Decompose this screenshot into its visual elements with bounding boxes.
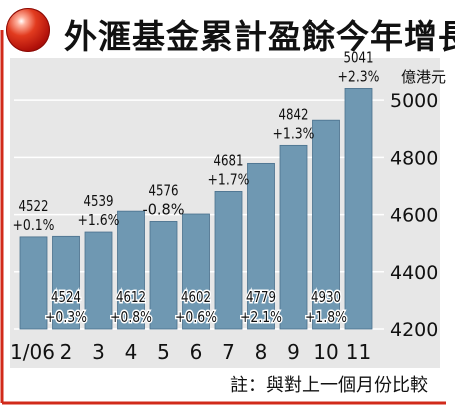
x-tick-label: 6 [190, 340, 203, 364]
footnote: 註：與對上一個月份比較 [230, 375, 428, 396]
value-label: 4522 [19, 197, 49, 215]
y-tick-label: 4600 [390, 205, 438, 227]
y-tick-label: 4400 [390, 262, 438, 284]
change-label: +0.1% [13, 216, 55, 234]
value-label: 4602 [181, 288, 211, 306]
bar [344, 88, 373, 330]
y-unit-label: 億港元 [401, 68, 446, 86]
value-label: 4779 [246, 288, 276, 306]
x-tick-label: 9 [287, 340, 300, 364]
value-label: 4842 [279, 105, 309, 123]
x-tick-label: 7 [222, 340, 235, 364]
value-label: 4524 [51, 288, 81, 306]
change-label: +1.3% [273, 124, 315, 142]
change-label: +0.8% [110, 308, 152, 326]
y-tick-labels: 4200 4400 4600 4800 5000 [390, 90, 438, 341]
bar [149, 221, 178, 330]
data-labels: 4522+0.1% 4524 +0.3% 4539+1.6% 4612 +0.8% 4576… [13, 48, 380, 327]
change-label: +2.1% [240, 308, 282, 326]
value-label: 4539 [84, 192, 114, 210]
x-tick-label: 1/06 [10, 340, 55, 364]
change-label: +1.8% [305, 308, 347, 326]
bar [52, 235, 80, 330]
bar [312, 119, 340, 330]
y-tick-label: 5000 [390, 90, 438, 112]
change-label: -0.8% [143, 200, 185, 218]
change-label: +2.3% [338, 67, 380, 85]
value-label: 4576 [149, 181, 179, 199]
red-ball-icon [6, 8, 50, 52]
x-tick-label: 10 [313, 340, 338, 364]
value-label: 4681 [214, 151, 244, 169]
change-label: +0.6% [175, 308, 217, 326]
bar [117, 210, 145, 330]
chart-title: 外滙基金累計盈餘今年增長 [64, 17, 455, 56]
x-tick-labels: 1/06 2 3 4 5 6 7 8 9 10 11 [10, 340, 371, 364]
bar [279, 144, 308, 330]
bar [19, 236, 48, 330]
value-label: 4612 [116, 288, 146, 306]
bar [84, 231, 113, 330]
x-tick-label: 2 [60, 340, 73, 364]
bars [19, 88, 373, 330]
change-label: +1.7% [208, 170, 250, 188]
value-label: 4930 [311, 288, 341, 306]
bar [214, 191, 243, 330]
y-tick-label: 4800 [390, 147, 438, 169]
change-label: +0.3% [45, 308, 87, 326]
x-tick-label: 3 [92, 340, 105, 364]
x-tick-label: 4 [125, 340, 138, 364]
bar [182, 213, 210, 330]
change-label: +1.6% [78, 211, 120, 229]
x-tick-label: 11 [346, 340, 371, 364]
x-tick-label: 5 [157, 340, 170, 364]
value-label: 5041 [344, 48, 374, 66]
y-tick-label: 4200 [390, 319, 438, 341]
bar [247, 162, 275, 330]
x-tick-label: 8 [255, 340, 268, 364]
